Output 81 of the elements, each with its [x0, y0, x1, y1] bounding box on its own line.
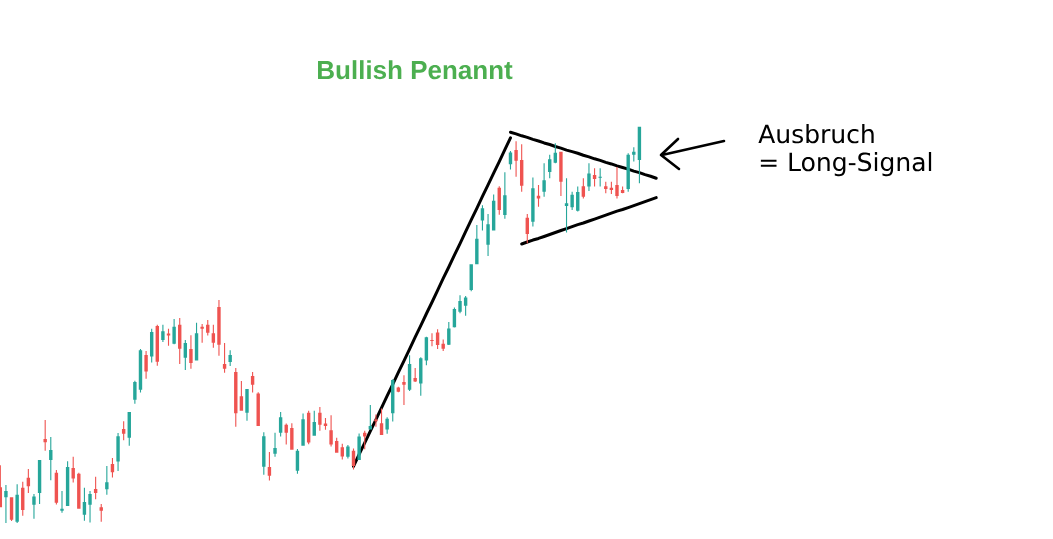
- candlestick: [430, 333, 434, 347]
- candlestick: [419, 357, 423, 396]
- candlestick: [290, 423, 294, 450]
- candlestick: [407, 355, 412, 392]
- text: Ausbruch: [758, 124, 874, 144]
- candlestick: [133, 380, 137, 404]
- candlestick: [486, 213, 490, 256]
- candlestick: [592, 168, 597, 187]
- candlestick: [178, 318, 182, 365]
- candlestick: [559, 151, 563, 197]
- candlestick: [267, 452, 272, 481]
- candlestick: [88, 490, 92, 523]
- candlestick: [99, 503, 103, 522]
- candlestick: [615, 167, 619, 199]
- candlestick: [4, 484, 8, 523]
- candlestick: [396, 386, 401, 393]
- candlestick: [475, 224, 479, 265]
- candlestick: [82, 487, 87, 521]
- candlestick: [301, 413, 305, 446]
- candlestick: [632, 147, 636, 162]
- candlestick: [514, 141, 518, 177]
- candlestick: [273, 432, 277, 457]
- candlestick: [49, 437, 53, 481]
- candlestick: [116, 433, 120, 472]
- candlestick: [346, 444, 350, 459]
- candlestick: [228, 350, 232, 367]
- candlestick: [71, 456, 75, 483]
- candlestick: [121, 421, 126, 441]
- candlestick: [503, 172, 507, 219]
- candlestick: [172, 318, 176, 345]
- candlestick: [250, 372, 255, 393]
- candlestick: [312, 410, 316, 436]
- candlestick: [278, 412, 283, 437]
- candlestick: [239, 381, 244, 411]
- candlestick: [9, 497, 14, 522]
- candlestick: [491, 194, 496, 231]
- candlestick: [374, 414, 378, 427]
- candlestick: [402, 375, 406, 405]
- candlestick: [357, 433, 361, 460]
- candlestick: [587, 163, 591, 191]
- candlestick: [458, 295, 462, 314]
- candlestick: [385, 417, 389, 434]
- candlestick: [351, 448, 356, 470]
- candlestick: [144, 351, 148, 379]
- candlestick: [211, 324, 216, 348]
- candlestick: [576, 186, 580, 212]
- candlestick: [329, 415, 333, 447]
- candlestick: [206, 320, 210, 336]
- candlestick: [570, 191, 574, 210]
- candlestick: [222, 343, 227, 373]
- candlestick: [189, 335, 193, 369]
- candlestick: [480, 205, 485, 231]
- candlestick: [284, 423, 288, 445]
- candlestick: [413, 368, 417, 382]
- candlestick: [15, 484, 19, 523]
- candlestick: [161, 324, 165, 342]
- candlestick: [217, 299, 221, 356]
- candlestick: [105, 465, 109, 495]
- candlestick: [166, 328, 171, 346]
- candlestick: [318, 406, 322, 431]
- candlestick: [435, 329, 440, 350]
- candlestick: [447, 322, 451, 346]
- candlestick: [127, 412, 131, 446]
- candlestick: [564, 178, 569, 233]
- candlestick: [262, 432, 266, 475]
- text: = Long-Signal: [760, 152, 932, 177]
- candlestick: [245, 389, 249, 421]
- chart-title: Bullish Penannt: [318, 60, 513, 80]
- candlestick: [43, 419, 47, 451]
- candlestick: [77, 472, 81, 509]
- candlestick: [519, 144, 524, 192]
- candlestick: [183, 339, 188, 371]
- candlestick: [200, 324, 204, 343]
- candlestick: [0, 465, 3, 508]
- candlestick: [531, 177, 535, 227]
- candlestick: [194, 322, 199, 361]
- candlestick: [542, 163, 546, 197]
- candlestick: [60, 490, 64, 513]
- candlestick: [598, 168, 602, 187]
- candlestick: [626, 153, 630, 192]
- candlestick: [32, 494, 36, 519]
